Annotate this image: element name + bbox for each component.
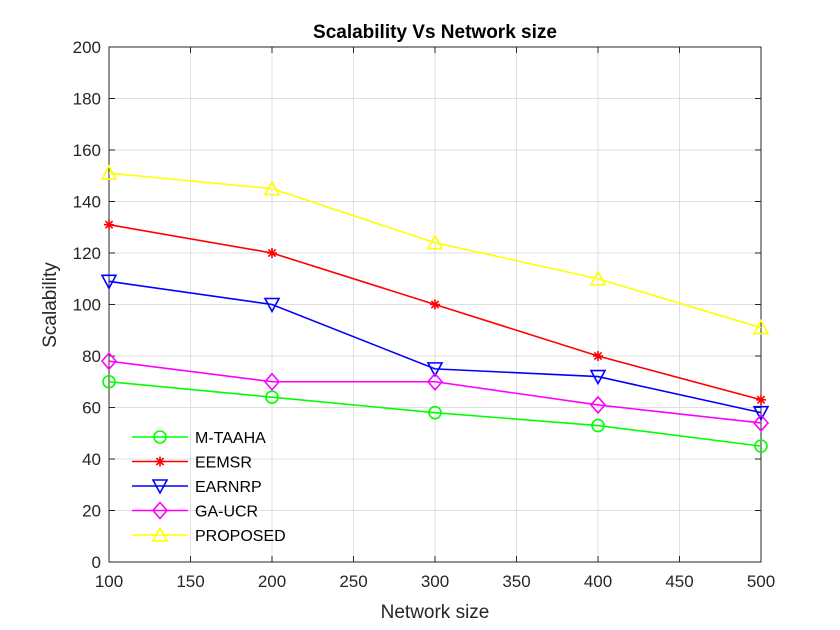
data-point-eemsr <box>267 248 277 258</box>
y-tick-label: 0 <box>92 553 101 572</box>
data-point-eemsr <box>430 299 440 310</box>
data-point-eemsr <box>593 351 603 361</box>
series-line-m-taaha <box>108 380 762 447</box>
y-tick-label: 180 <box>73 90 101 109</box>
x-tick-label: 350 <box>502 572 530 591</box>
data-point-ga-ucr <box>752 413 770 433</box>
data-point-ga-ucr <box>589 395 607 415</box>
series-proposed <box>100 164 770 335</box>
data-point-m-taaha <box>428 405 442 420</box>
series-line-proposed <box>108 172 762 329</box>
x-tick-label: 450 <box>665 572 693 591</box>
data-point-eemsr <box>756 394 766 405</box>
data-point-ga-ucr <box>426 372 444 391</box>
data-point-proposed <box>589 270 607 286</box>
series-line-ga-ucr <box>108 360 762 424</box>
data-point-earnrp <box>426 362 444 378</box>
legend-label: GA-UCR <box>195 504 258 521</box>
legend-entry-ga-ucr: GA-UCR <box>132 501 258 521</box>
x-tick-label: 150 <box>176 572 204 591</box>
legend-marker <box>151 479 169 495</box>
legend-entry-proposed: PROPOSED <box>132 526 286 545</box>
series-line-earnrp <box>108 280 762 414</box>
legend-marker <box>153 430 167 444</box>
legend-marker <box>151 501 169 520</box>
y-axis-label: Scalability <box>40 262 61 348</box>
series-earnrp <box>100 274 770 422</box>
x-tick-label: 250 <box>339 572 367 591</box>
data-point-m-taaha <box>102 374 116 389</box>
data-point-ga-ucr <box>263 372 281 391</box>
legend-entry-eemsr: EEMSR <box>132 455 252 472</box>
y-tick-label: 80 <box>82 347 101 366</box>
legend-label: M-TAAHA <box>195 430 266 447</box>
data-point-proposed <box>100 164 118 180</box>
grid <box>108 46 762 563</box>
x-tick-label: 300 <box>421 572 449 591</box>
legend-entry-m-taaha: M-TAAHA <box>132 430 266 447</box>
series-eemsr <box>104 219 766 405</box>
y-tick-label: 200 <box>73 38 101 57</box>
y-tick-label: 40 <box>82 450 101 469</box>
axis-ticks: 100 150 200 250 300 350 400 450 500 0 20 40 60 80 100 1… <box>73 38 776 591</box>
y-tick-label: 160 <box>73 141 101 160</box>
y-tick-label: 120 <box>73 244 101 263</box>
y-tick-label: 20 <box>82 502 101 521</box>
y-tick-label: 140 <box>73 193 101 212</box>
chart-title: Scalability Vs Network size <box>313 22 557 43</box>
data-point-ga-ucr <box>100 351 118 371</box>
data-point-earnrp <box>589 369 607 386</box>
series-m-taaha <box>102 374 768 453</box>
data-point-earnrp <box>752 405 770 422</box>
x-tick-label: 400 <box>584 572 612 591</box>
series-ga-ucr <box>100 351 770 433</box>
data-point-earnrp <box>263 297 281 314</box>
legend-label: PROPOSED <box>195 528 286 545</box>
data-point-m-taaha <box>265 390 279 405</box>
series-group <box>100 164 770 453</box>
y-tick-label: 60 <box>82 399 101 418</box>
data-point-proposed <box>263 179 281 196</box>
x-axis-label: Network size <box>381 602 490 623</box>
data-point-earnrp <box>100 274 118 291</box>
data-point-proposed <box>752 318 770 335</box>
legend-label: EARNRP <box>195 479 262 496</box>
data-point-proposed <box>426 234 444 250</box>
x-tick-label: 200 <box>258 572 286 591</box>
x-tick-label: 100 <box>95 572 123 591</box>
legend-marker <box>151 526 169 542</box>
legend: M-TAAHA EEMSR EARNRP GA-UCR PROPOSED <box>132 430 286 545</box>
legend-entry-earnrp: EARNRP <box>132 479 262 496</box>
data-point-eemsr <box>104 219 114 230</box>
y-tick-label: 100 <box>73 296 101 315</box>
data-point-m-taaha <box>754 439 768 453</box>
x-tick-label: 500 <box>747 572 775 591</box>
data-point-m-taaha <box>591 418 605 433</box>
legend-marker <box>155 456 165 467</box>
legend-label: EEMSR <box>195 455 252 472</box>
